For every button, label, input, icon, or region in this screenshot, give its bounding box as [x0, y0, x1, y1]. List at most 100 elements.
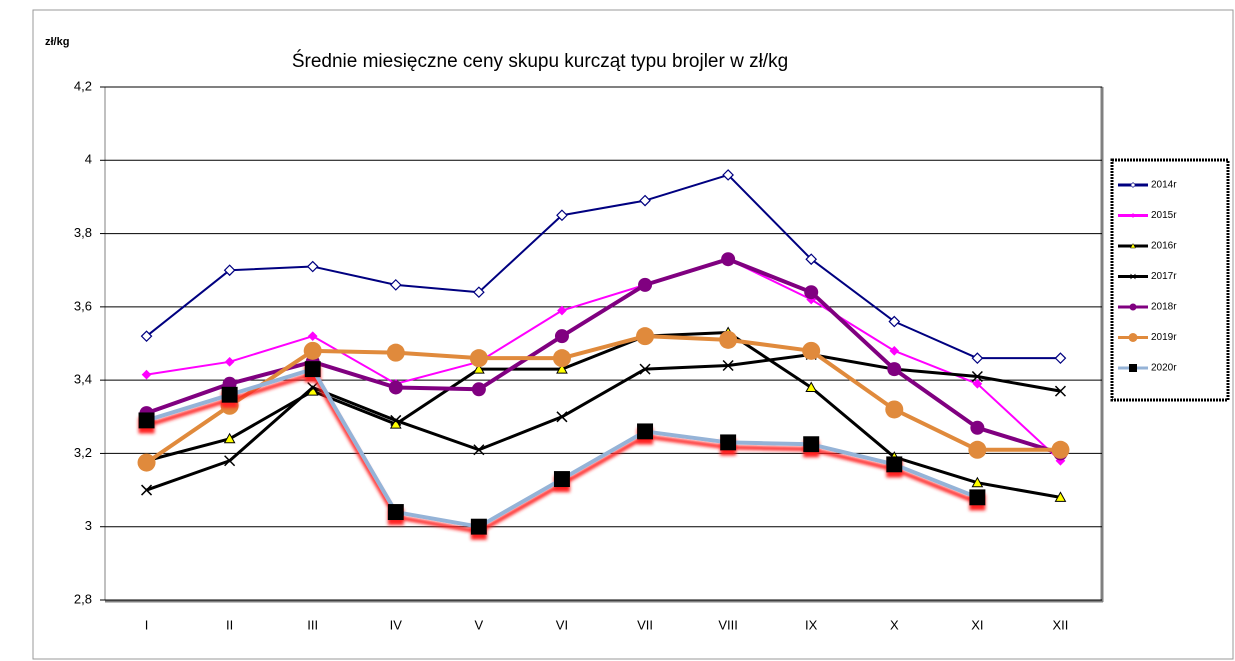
marker [719, 330, 738, 349]
marker [553, 471, 570, 488]
marker [224, 356, 235, 367]
legend-label: 2016r [1151, 241, 1177, 252]
legend-marker-shape [1130, 242, 1136, 249]
x-tick-label: XI [971, 617, 983, 632]
marker [390, 414, 402, 426]
y-axis-label: zł/kg [45, 36, 69, 48]
y-tick-label: 3 [85, 518, 92, 533]
x-tick-label: VIII [718, 617, 738, 632]
marker [971, 370, 983, 383]
x-tick-label: X [890, 617, 899, 632]
x-tick-label: V [475, 617, 484, 632]
x-tick-label: VII [637, 617, 653, 632]
marker [473, 286, 485, 299]
legend-label: 2019r [1151, 332, 1177, 343]
legend-label: 2020r [1151, 363, 1177, 374]
marker [970, 420, 985, 435]
marker [805, 381, 818, 392]
series [137, 327, 1070, 472]
marker [722, 359, 734, 372]
series-line [145, 334, 1061, 465]
marker [552, 349, 571, 368]
y-tick-label: 4,2 [74, 78, 92, 93]
series-line [146, 258, 1062, 462]
marker [1051, 440, 1070, 459]
marker [556, 363, 568, 374]
marker [306, 260, 319, 273]
marker [556, 209, 568, 222]
legend-marker-shape [1129, 364, 1137, 372]
legend-label: 2018r [1151, 302, 1177, 313]
y-tick-label: 3,8 [74, 225, 92, 240]
marker [1054, 491, 1067, 502]
x-tick-label: III [307, 617, 318, 632]
marker [388, 380, 403, 395]
series [138, 361, 986, 535]
marker [469, 349, 488, 368]
y-tick-label: 3,4 [74, 372, 92, 387]
marker [471, 382, 486, 397]
y-tick-label: 2,8 [74, 591, 92, 606]
legend-marker [1128, 333, 1138, 342]
legend-marker [1130, 242, 1136, 249]
marker [805, 253, 818, 266]
marker [885, 400, 904, 419]
marker [804, 285, 819, 300]
legend-label: 2017r [1151, 271, 1177, 282]
marker [803, 436, 820, 453]
series [140, 169, 1067, 365]
marker [971, 476, 984, 488]
marker [886, 456, 903, 473]
marker [137, 453, 156, 472]
y-tick-label: 3,6 [74, 298, 92, 313]
marker [888, 315, 901, 328]
x-tick-label: XII [1053, 617, 1069, 632]
legend-label: 2015r [1151, 210, 1177, 221]
marker [639, 194, 651, 207]
marker [639, 363, 651, 375]
marker [720, 434, 737, 451]
x-tick-label: I [145, 617, 149, 632]
legend-marker-shape [1130, 182, 1136, 188]
legend-marker [1129, 364, 1137, 372]
marker [221, 386, 238, 403]
marker [307, 331, 318, 342]
marker [969, 489, 986, 506]
legend-marker [1130, 213, 1136, 218]
legend-marker-shape [1128, 333, 1138, 342]
marker [138, 412, 155, 429]
chart-title: Średnie miesięczne ceny skupu kurcząt ty… [292, 50, 788, 72]
marker [470, 518, 487, 535]
legend-marker [1130, 182, 1136, 188]
marker [972, 378, 983, 389]
marker [889, 345, 900, 356]
marker [636, 327, 655, 346]
marker [304, 361, 321, 378]
legend-marker-shape [1130, 273, 1136, 280]
marker [1054, 352, 1067, 365]
marker [554, 329, 569, 344]
marker [722, 169, 734, 181]
x-tick-label: IX [805, 617, 818, 632]
marker [887, 362, 902, 377]
marker [637, 423, 654, 440]
y-tick-label: 3,2 [74, 445, 92, 460]
marker [473, 444, 485, 456]
plot-area [104, 86, 1103, 601]
marker [721, 252, 736, 267]
marker [1054, 385, 1066, 397]
marker [557, 305, 567, 316]
marker [141, 484, 153, 496]
legend-marker [1129, 303, 1137, 311]
marker [386, 343, 405, 362]
marker [223, 432, 236, 444]
legend-label: 2014r [1151, 180, 1177, 191]
marker [638, 277, 653, 292]
marker [968, 440, 987, 459]
marker [223, 264, 236, 277]
marker [224, 455, 236, 467]
series-line [145, 173, 1061, 360]
series-line [145, 257, 1062, 456]
y-tick-label: 4 [85, 152, 92, 167]
